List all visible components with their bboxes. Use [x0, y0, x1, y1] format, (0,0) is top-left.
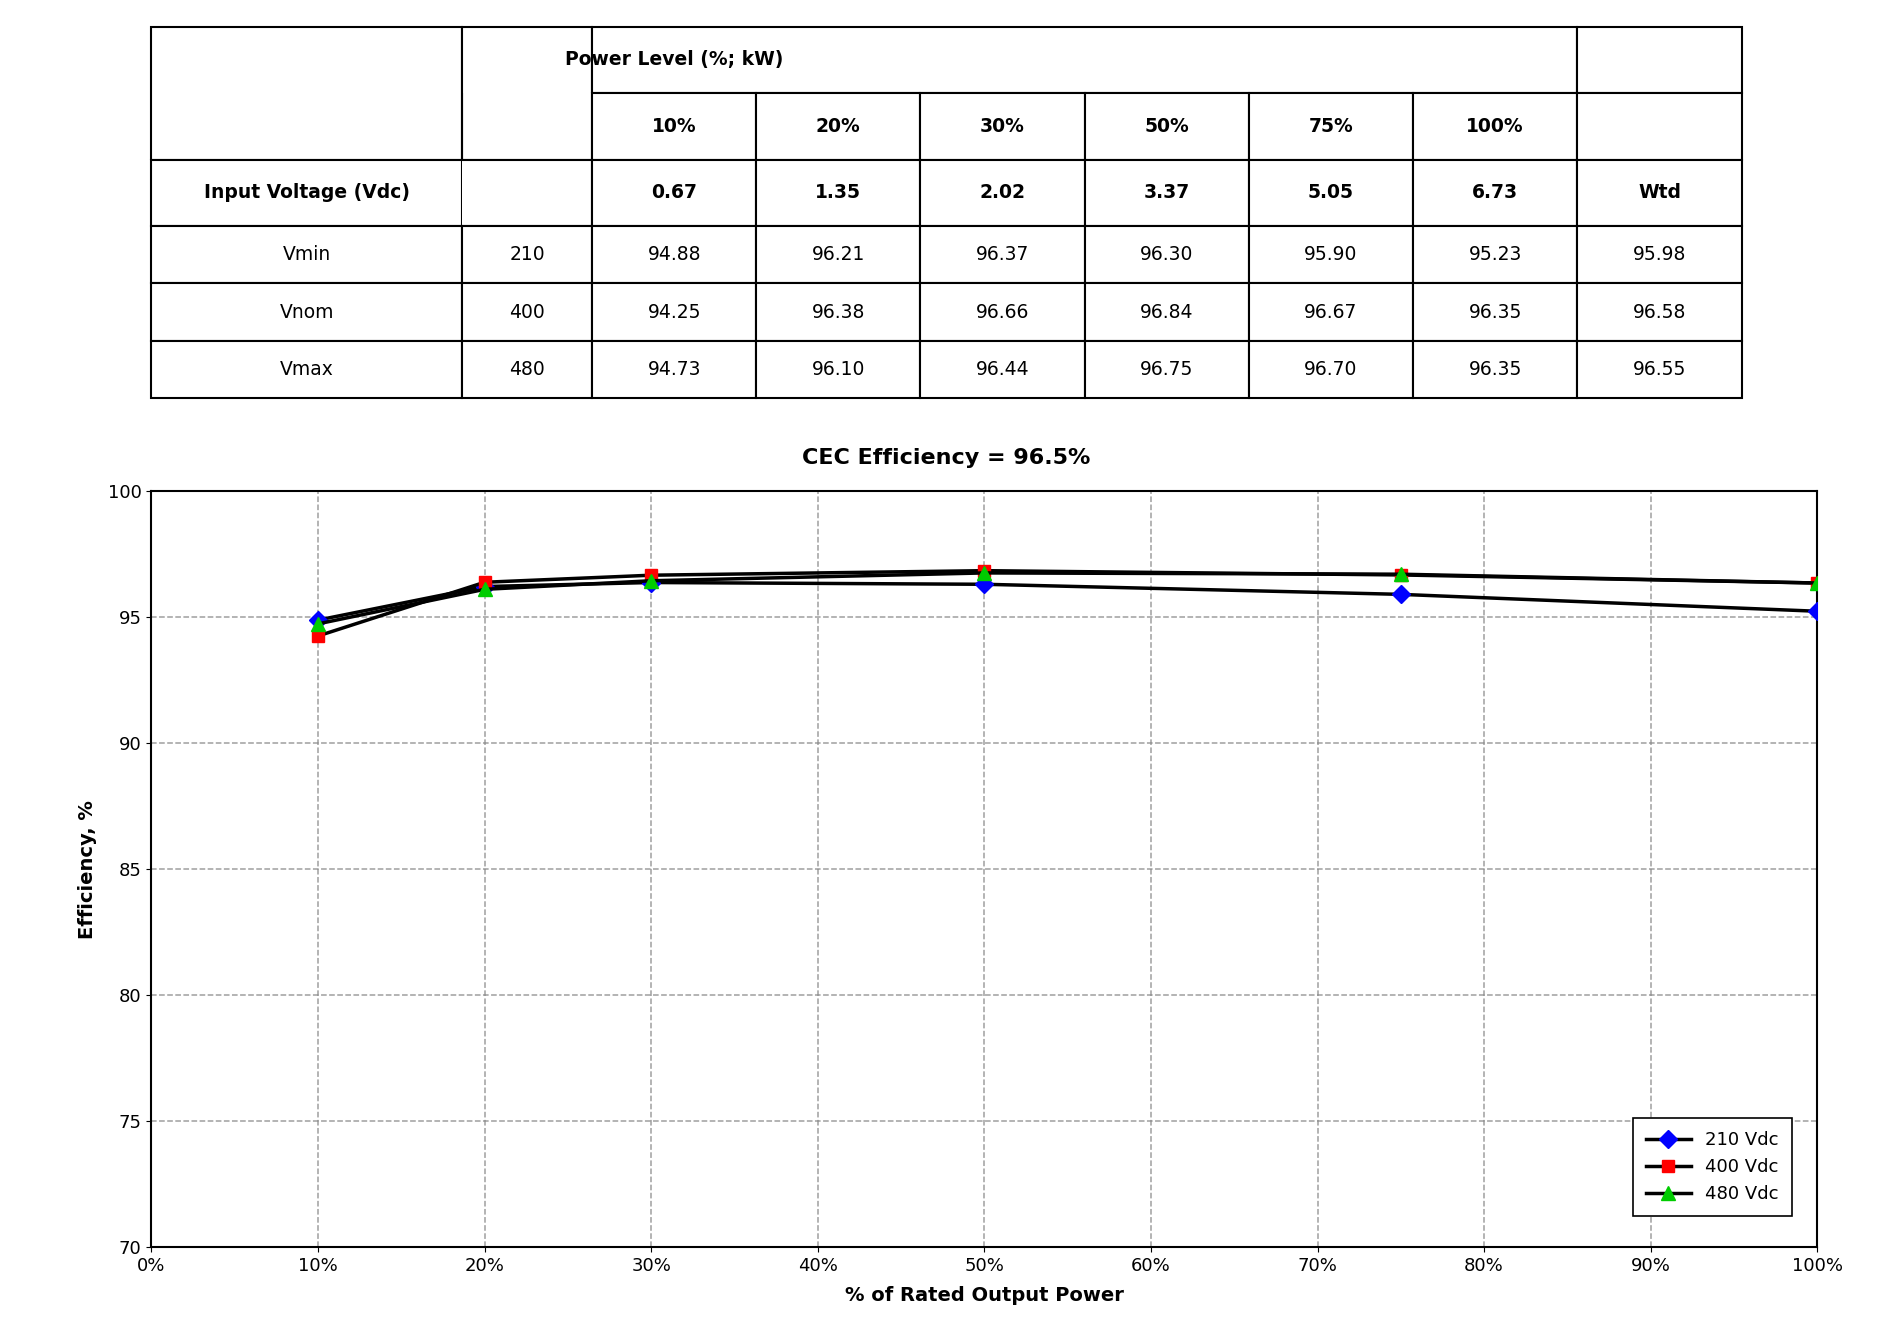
X-axis label: % of Rated Output Power: % of Rated Output Power: [844, 1286, 1124, 1306]
Legend: 210 Vdc, 400 Vdc, 480 Vdc: 210 Vdc, 400 Vdc, 480 Vdc: [1634, 1119, 1791, 1216]
Y-axis label: Efficiency, %: Efficiency, %: [78, 800, 97, 938]
Text: CEC Efficiency = 96.5%: CEC Efficiency = 96.5%: [803, 447, 1090, 468]
